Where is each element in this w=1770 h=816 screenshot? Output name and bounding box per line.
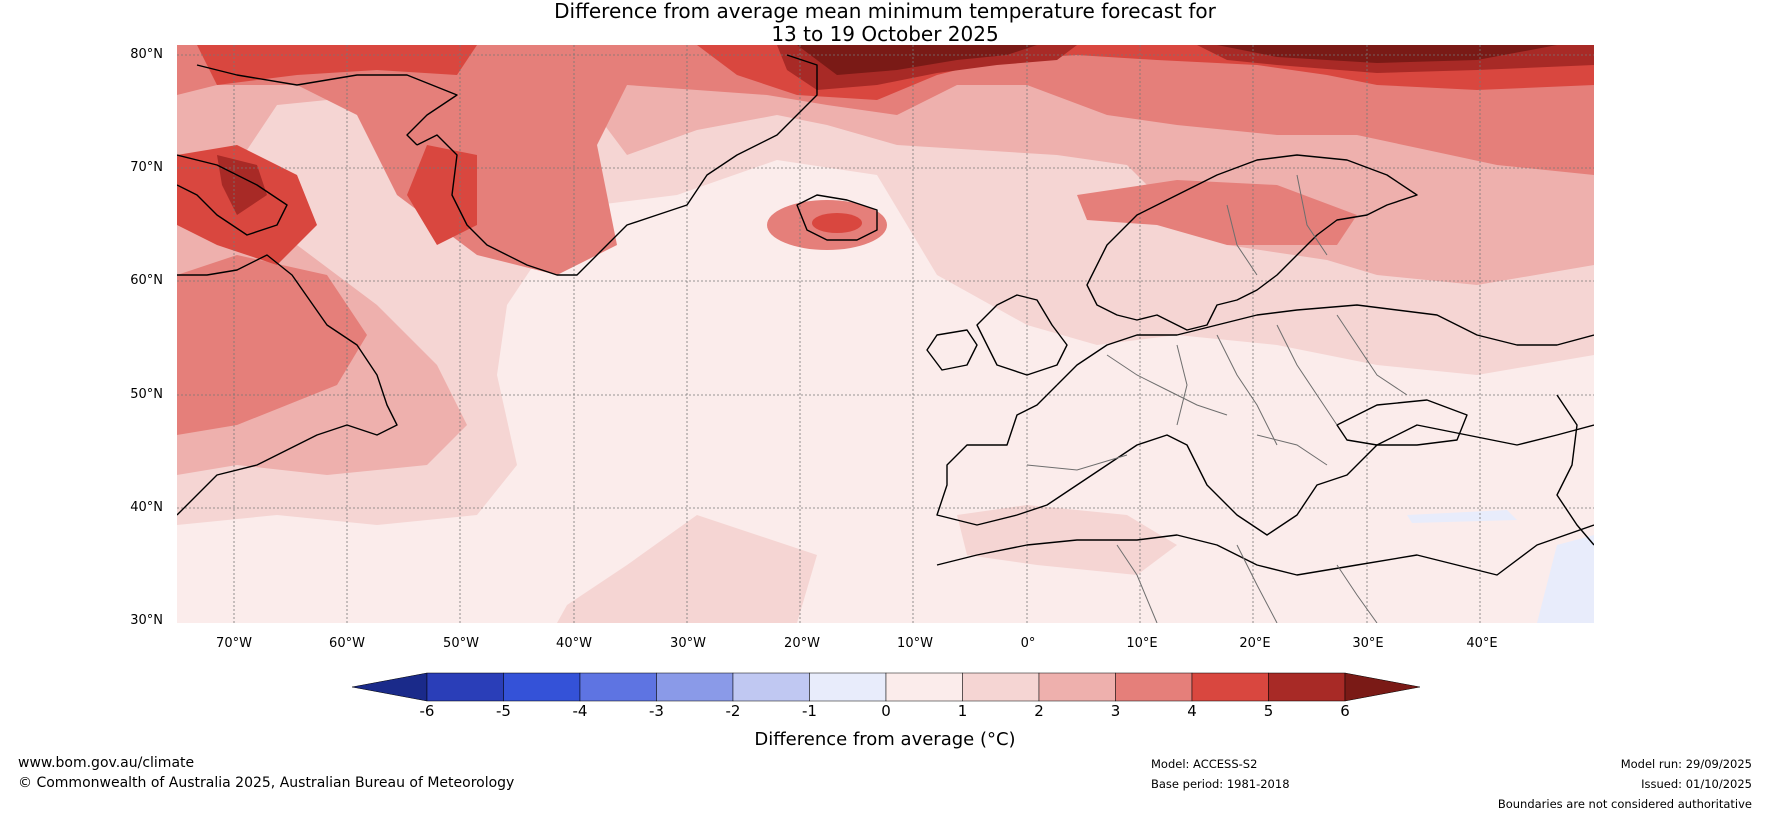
- base-period-text: Base period: 1981-2018: [1151, 777, 1290, 791]
- lon-label-40w: 40°W: [556, 636, 592, 651]
- colorbar-tick-label: 3: [1110, 702, 1121, 720]
- colorbar-tick-label: -3: [649, 702, 664, 720]
- colorbar-tick-label: 6: [1340, 702, 1350, 720]
- lon-label-60w: 60°W: [329, 636, 365, 651]
- lat-label-70n: 70°N: [130, 160, 163, 175]
- lat-label-80n: 80°N: [130, 47, 163, 62]
- colorbar-tick-label: 4: [1187, 702, 1197, 720]
- colorbar-tick-label: 0: [881, 702, 891, 720]
- colorbar-segment: [503, 672, 581, 702]
- colorbar: [352, 672, 1420, 702]
- colorbar-tick-label: -4: [572, 702, 588, 720]
- lon-label-30w: 30°W: [670, 636, 706, 651]
- lon-label-10e: 10°E: [1126, 636, 1158, 651]
- colorbar-tick-label: -6: [419, 702, 435, 720]
- lon-label-20e: 20°E: [1239, 636, 1271, 651]
- lon-label-30e: 30°E: [1352, 636, 1384, 651]
- map-panel: [177, 45, 1594, 623]
- colorbar-segment: [809, 672, 887, 702]
- colorbar-segment: [1038, 672, 1116, 702]
- lon-label-10w: 10°W: [897, 636, 933, 651]
- colorbar-segment: [1115, 672, 1193, 702]
- lon-label-50w: 50°W: [443, 636, 479, 651]
- colorbar-tick-label: 2: [1034, 702, 1044, 720]
- colorbar-segment: [426, 672, 504, 702]
- issued-text: Issued: 01/10/2025: [1641, 777, 1752, 791]
- model-run-text: Model run: 29/09/2025: [1620, 757, 1752, 771]
- colorbar-segment: [579, 672, 657, 702]
- lon-label-20w: 20°W: [784, 636, 820, 651]
- colorbar-tick-label: -2: [725, 702, 741, 720]
- map-title: Difference from average mean minimum tem…: [0, 0, 1770, 46]
- colorbar-label: Difference from average (°C): [754, 729, 1016, 750]
- title-line-1: Difference from average mean minimum tem…: [554, 0, 1216, 23]
- colorbar-segment: [732, 672, 810, 702]
- lon-label-0: 0°: [1020, 636, 1036, 651]
- colorbar-segment: [885, 672, 963, 702]
- disclaimer-text: Boundaries are not considered authoritat…: [1497, 797, 1752, 811]
- colorbar-segment: [1191, 672, 1269, 702]
- colorbar-tick-label: -1: [802, 702, 817, 720]
- temperature-map: [177, 45, 1594, 623]
- lat-label-50n: 50°N: [130, 387, 163, 402]
- colorbar-extend-high: [1344, 672, 1420, 702]
- colorbar-tick-label: -5: [496, 702, 511, 720]
- colorbar-segment: [962, 672, 1040, 702]
- lat-label-40n: 40°N: [130, 500, 163, 515]
- lon-label-70w: 70°W: [216, 636, 252, 651]
- colorbar-segment: [1268, 672, 1346, 702]
- title-line-2: 13 to 19 October 2025: [771, 22, 999, 46]
- website-link[interactable]: www.bom.gov.au/climate: [18, 755, 195, 771]
- lat-label-60n: 60°N: [130, 273, 163, 288]
- lat-label-30n: 30°N: [130, 613, 163, 628]
- copyright-text: © Commonwealth of Australia 2025, Austra…: [18, 775, 515, 791]
- colorbar-tick-label: 5: [1263, 702, 1274, 720]
- colorbar-extend-low: [352, 672, 428, 702]
- lon-label-40e: 40°E: [1466, 636, 1498, 651]
- colorbar-tick-label: 1: [957, 702, 968, 720]
- model-text: Model: ACCESS-S2: [1151, 757, 1258, 771]
- colorbar-segment: [656, 672, 734, 702]
